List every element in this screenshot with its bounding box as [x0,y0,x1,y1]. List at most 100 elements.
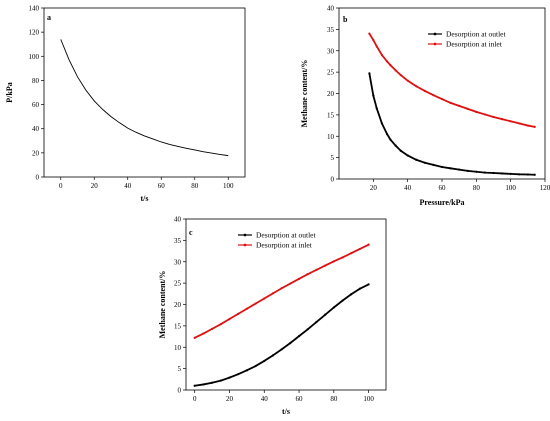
legend-marker [433,42,437,46]
data-point [245,369,248,372]
data-point [466,169,469,172]
data-point [509,172,512,175]
data-point [228,317,231,321]
y-tick-label: 30 [174,258,182,266]
y-tick-label: 5 [178,365,182,373]
data-point [350,293,353,296]
data-point [254,364,257,368]
data-point [358,287,362,290]
x-tick-label: 40 [261,395,269,403]
y-tick-label: 25 [327,69,335,77]
data-point [271,292,275,295]
data-point [289,341,292,345]
data-point [210,327,214,330]
data-point [399,74,402,77]
data-point [315,320,318,324]
series-line-0 [368,73,535,176]
x-axis-label: Pressure/kPa [419,198,464,207]
data-point [415,158,418,161]
y-tick-label: 0 [36,174,40,182]
data-point [280,287,283,290]
data-point [440,97,444,101]
legend-entry: Desorption at outlet [446,30,506,39]
chart-panel-c: 0 20 40 60 80 100 0 5 10 15 20 25 30 35 40 t/s Methane c… [158,216,387,416]
data-point [458,168,461,171]
data-point [372,94,375,97]
data-point [315,268,318,271]
data-point [475,110,478,113]
data-point [332,306,335,309]
data-point [263,297,266,300]
data-point [324,313,327,316]
data-point [385,133,389,136]
data-point [219,323,222,326]
data-point [399,149,402,152]
series-line-1 [368,33,535,128]
x-tick-label: 40 [124,182,132,190]
data-point [254,302,257,305]
data-point [483,113,487,116]
data-point [324,264,327,267]
data-point [372,38,375,42]
y-tick-label: 40 [327,5,335,13]
y-tick-label: 10 [174,344,182,352]
data-point [193,336,196,339]
x-tick-label: 0 [193,395,197,403]
panel-label: b [343,15,348,24]
y-tick-label: 5 [331,154,335,162]
data-point [394,69,397,72]
data-point [289,282,292,285]
data-point [375,45,378,48]
data-point [406,154,409,157]
y-axis-label: Methane content/% [300,60,309,128]
y-tick-label: 100 [29,53,40,61]
data-point [193,384,196,387]
y-tick-label: 140 [29,5,40,13]
data-point [500,172,504,175]
data-point [297,335,301,338]
x-tick-label: 100 [505,184,516,192]
legend-marker [243,243,247,247]
data-point [380,53,384,57]
x-axis-label: t/s [141,194,149,203]
data-point [306,328,309,331]
y-tick-label: 20 [327,90,335,98]
data-point [466,107,469,110]
legend-entry: Desorption at inlet [446,40,503,49]
legend-marker [433,32,437,36]
plot-frame [43,7,246,178]
data-point [518,122,521,125]
data-point [475,170,478,173]
data-point [533,125,536,128]
data-point [509,120,512,123]
y-tick-label: 25 [174,280,182,288]
data-point [458,104,461,107]
data-point [210,381,214,384]
data-point [245,307,248,310]
data-point [423,161,426,164]
data-point [500,118,504,121]
data-point [368,72,371,75]
y-axis-label: Methane content/% [158,271,167,339]
data-point [389,64,392,67]
data-point [228,376,231,379]
y-tick-label: 80 [32,77,40,85]
data-point [237,373,240,376]
x-tick-label: 80 [473,184,481,192]
x-tick-label: 80 [191,182,199,190]
x-tick-label: 60 [296,395,304,403]
data-point [219,379,222,382]
data-point [533,173,536,176]
data-point [367,243,370,246]
chart-panel-b: 20 40 60 80 100 120 0 5 10 15 20 25 30 35 40 Pressure/k… [300,5,550,208]
x-tick-label: 60 [439,184,447,192]
x-tick-label: 40 [404,184,412,192]
data-point [415,85,418,88]
y-tick-label: 10 [327,133,335,141]
y-tick-label: 35 [327,26,335,34]
x-tick-label: 60 [158,182,166,190]
series-line-0 [60,39,229,157]
x-tick-label: 100 [363,395,374,403]
x-tick-label: 100 [223,182,234,190]
y-axis-label: P/kPa [5,82,14,102]
